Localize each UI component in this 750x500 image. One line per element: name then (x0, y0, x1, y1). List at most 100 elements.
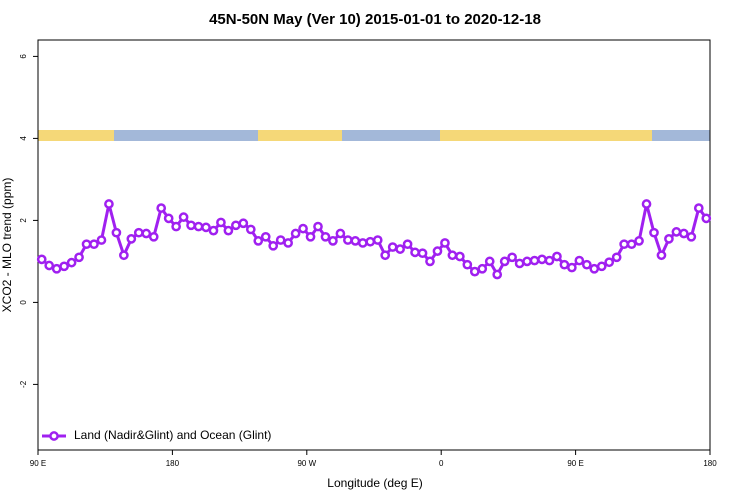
legend-label: Land (Nadir&Glint) and Ocean (Glint) (74, 428, 271, 442)
point (589, 263, 600, 274)
point (574, 255, 585, 266)
point (133, 227, 144, 238)
x-tick-label: 180 (166, 459, 180, 468)
point (260, 231, 271, 242)
y-tick-label: 0 (19, 300, 28, 305)
point (522, 256, 532, 267)
chart-title: 45N-50N May (Ver 10) 2015-01-01 to 2020-… (209, 11, 541, 28)
point (119, 250, 129, 261)
point (253, 236, 264, 246)
point (305, 231, 316, 242)
point (417, 248, 428, 259)
point (514, 258, 525, 269)
point (484, 256, 495, 267)
point (649, 227, 659, 238)
point (313, 221, 323, 232)
point (469, 266, 480, 277)
x-tick-label: 180 (703, 459, 717, 468)
point (544, 255, 555, 266)
point (492, 269, 503, 280)
point (290, 228, 301, 239)
point (693, 203, 704, 213)
point (664, 234, 674, 244)
point (462, 259, 473, 270)
point (477, 263, 488, 274)
x-tick-label: 90 E (567, 459, 583, 468)
point (81, 239, 92, 250)
point (529, 255, 540, 266)
point (432, 246, 443, 256)
point (604, 257, 615, 268)
point (245, 224, 256, 235)
point (611, 252, 622, 263)
land (440, 130, 652, 141)
y-tick-label: 6 (19, 54, 28, 59)
point (156, 203, 167, 213)
point (201, 222, 211, 233)
point (171, 221, 181, 232)
x-tick-label: 90 E (30, 459, 46, 468)
point (447, 250, 458, 261)
point (552, 251, 562, 262)
plot-frame (37, 39, 711, 451)
point (148, 231, 159, 242)
point (596, 261, 607, 272)
point (455, 251, 465, 262)
point (36, 254, 47, 265)
point (96, 235, 107, 245)
point (328, 236, 338, 246)
point (59, 261, 69, 272)
point (641, 199, 652, 209)
point (537, 254, 547, 265)
point (619, 239, 629, 250)
point (425, 256, 435, 267)
point (126, 234, 137, 244)
y-tick-label: 4 (19, 136, 28, 141)
point (44, 260, 55, 271)
point (350, 236, 361, 246)
point (634, 236, 644, 246)
point (395, 244, 405, 254)
point (499, 256, 510, 267)
point (66, 257, 77, 268)
point (567, 262, 577, 273)
point (89, 239, 99, 250)
point (320, 231, 331, 242)
legend-marker (49, 431, 59, 441)
point (163, 213, 174, 224)
point (581, 259, 592, 270)
point (74, 252, 84, 263)
point (104, 199, 114, 209)
y-tick-label: 2 (19, 218, 28, 223)
y-axis-label: XCO2 - MLO trend (ppm) (0, 178, 14, 313)
point (372, 235, 383, 245)
point (298, 223, 308, 234)
point (111, 227, 122, 238)
x-tick-label: 0 (439, 459, 444, 468)
point (387, 242, 398, 252)
x-tick-label: 90 W (297, 459, 316, 468)
point (402, 239, 413, 250)
point (507, 252, 517, 263)
point (335, 228, 346, 239)
x-axis-label: Longitude (deg E) (327, 476, 422, 490)
point (380, 250, 391, 261)
point (559, 259, 570, 270)
ocean (38, 130, 710, 141)
point (178, 212, 189, 222)
point (223, 225, 234, 236)
point (216, 217, 226, 228)
land (258, 130, 342, 141)
land (38, 130, 114, 141)
point (679, 228, 689, 239)
point (686, 231, 697, 242)
point (671, 227, 682, 237)
land-ocean-strip (38, 130, 710, 141)
y-tick-label: -2 (19, 380, 28, 388)
point (275, 235, 286, 245)
point (440, 238, 450, 248)
point (701, 213, 712, 224)
point (141, 228, 152, 239)
point (268, 240, 279, 251)
